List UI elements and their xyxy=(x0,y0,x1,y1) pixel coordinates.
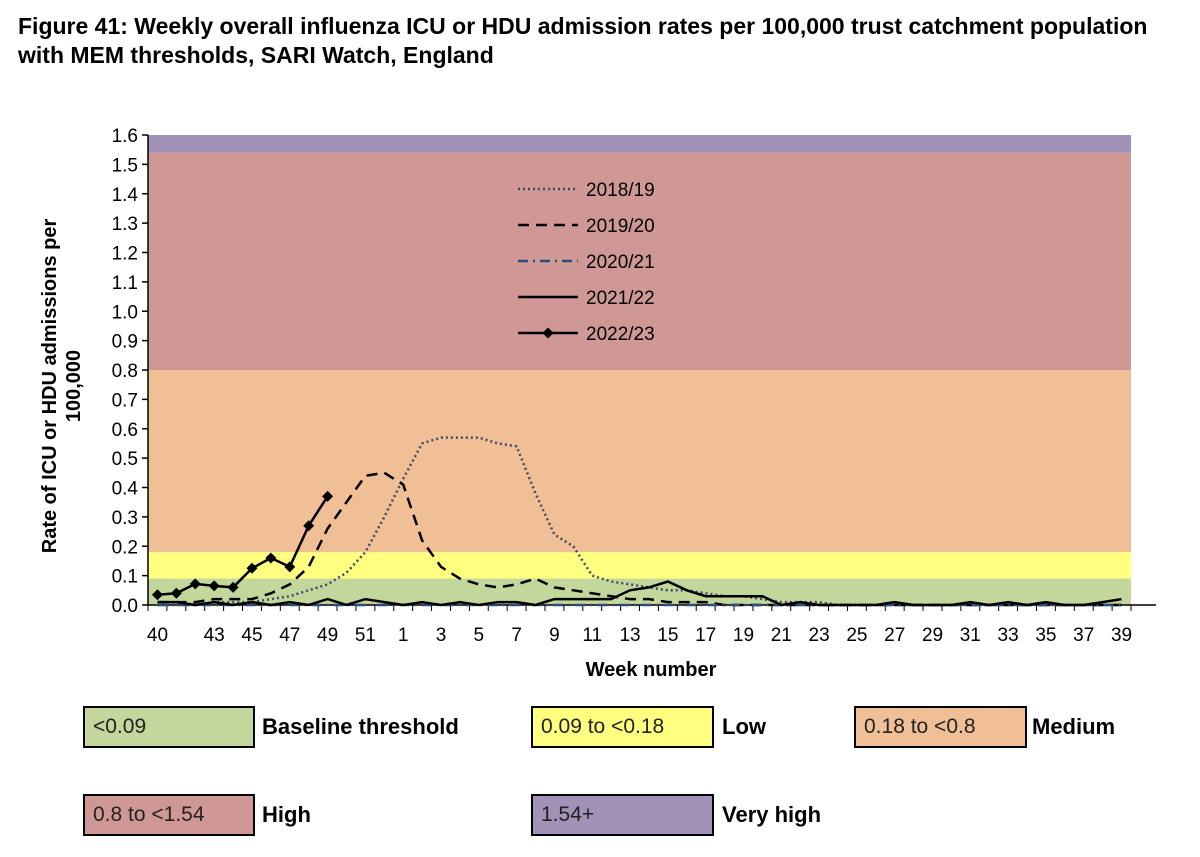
series-marker-2022-23 xyxy=(265,552,277,564)
y-tick-label: 1.3 xyxy=(112,214,138,235)
legend-label: 2022/23 xyxy=(586,324,655,345)
x-tick-label: 3 xyxy=(436,625,447,646)
y-axis-title: Rate of ICU or HDU admissions per 100,000 xyxy=(39,219,85,554)
series-marker-2022-23 xyxy=(322,490,334,502)
y-tick-label: 0.8 xyxy=(112,361,138,382)
x-tick-label: 13 xyxy=(619,625,640,646)
x-axis-title: Week number xyxy=(586,659,717,681)
x-tick-label: 17 xyxy=(695,625,716,646)
y-tick-label: 0.5 xyxy=(112,449,138,470)
y-tick-label: 0.6 xyxy=(112,420,138,441)
x-tick-label: 1 xyxy=(398,625,409,646)
threshold-key-box-0: <0.09 xyxy=(83,706,255,748)
threshold-band-3 xyxy=(148,152,1131,370)
x-tick-label: 21 xyxy=(771,625,792,646)
page-title: Figure 41: Weekly overall influenza ICU … xyxy=(18,13,1148,68)
x-tick-label: 7 xyxy=(511,625,522,646)
series-marker-2022-23 xyxy=(284,561,296,573)
y-tick-label: 1.5 xyxy=(112,155,138,176)
threshold-key-box-2: 0.18 to <0.8 xyxy=(854,706,1027,748)
chart-axes: 0.0 0.1 0.2 0.3 0.4 0.5 0.6 0.7 0.8 0.9 1.0 1.1 1.2 1… xyxy=(112,126,1156,646)
threshold-key-label-2: Medium xyxy=(1032,714,1116,739)
series-marker-2022-23 xyxy=(246,562,258,574)
legend-label: 2019/20 xyxy=(586,216,655,237)
y-tick-label: 1.0 xyxy=(112,302,138,323)
y-tick-label: 1.1 xyxy=(112,273,138,294)
x-tick-label: 9 xyxy=(549,625,560,646)
threshold-band-2 xyxy=(148,370,1131,553)
series-line-2022-23 xyxy=(157,495,329,596)
x-tick-label: 23 xyxy=(809,625,830,646)
y-tick-label: 0.2 xyxy=(112,537,138,558)
x-tick-label: 43 xyxy=(204,625,225,646)
threshold-key-label-0: Baseline threshold xyxy=(262,714,459,739)
legend-label: 2020/21 xyxy=(586,252,655,273)
x-tick-label: 39 xyxy=(1111,625,1132,646)
chart-legend: 2018/19 2019/20 2020/21 2021/22 2022/23 xyxy=(518,180,655,345)
series-line-2021-22 xyxy=(157,580,1122,607)
x-tick-label: 19 xyxy=(733,625,754,646)
x-tick-label: 47 xyxy=(279,625,300,646)
threshold-key-box-3: 0.8 to <1.54 xyxy=(83,794,255,836)
series-marker-2022-23 xyxy=(227,581,239,593)
x-tick-label: 33 xyxy=(998,625,1019,646)
x-tick-label: 27 xyxy=(884,625,905,646)
threshold-band-0 xyxy=(148,578,1131,605)
threshold-key-label-1: Low xyxy=(722,714,766,739)
y-tick-label: 0.1 xyxy=(112,567,138,588)
series-marker-2022-23 xyxy=(303,520,315,532)
y-tick-label: 0.3 xyxy=(112,508,138,529)
x-tick-label: 5 xyxy=(474,625,485,646)
x-tick-label: 37 xyxy=(1073,625,1094,646)
x-tick-label: 49 xyxy=(317,625,338,646)
y-axis-title-line2: 100,000 xyxy=(63,350,85,422)
y-tick-label: 1.4 xyxy=(112,185,139,206)
x-tick-label: 25 xyxy=(846,625,867,646)
y-tick-label: 0.7 xyxy=(112,390,138,411)
threshold-key-label-3: High xyxy=(262,802,311,827)
threshold-bands xyxy=(148,135,1131,605)
series-line-2018-19 xyxy=(157,436,1122,607)
series-marker-2022-23 xyxy=(151,589,163,601)
x-tick-label: 35 xyxy=(1035,625,1056,646)
x-tick-label: 45 xyxy=(241,625,262,646)
y-tick-label: 1.2 xyxy=(112,244,138,265)
legend-label: 2021/22 xyxy=(586,288,655,309)
threshold-key-label-4: Very high xyxy=(722,802,822,827)
y-tick-label: 0.4 xyxy=(112,479,139,500)
threshold-key-box-4: 1.54+ xyxy=(531,794,714,836)
series-line-2019-20 xyxy=(157,471,1122,607)
x-tick-label: 29 xyxy=(922,625,943,646)
series-marker-2022-23 xyxy=(170,587,182,599)
legend-label: 2018/19 xyxy=(586,180,655,201)
x-tick-label: 51 xyxy=(355,625,376,646)
y-tick-label: 0.0 xyxy=(112,596,138,617)
series-marker-2022-23 xyxy=(208,580,220,592)
series-lines xyxy=(151,436,1122,607)
x-tick-label: 31 xyxy=(960,625,981,646)
legend-marker xyxy=(542,327,554,339)
threshold-band-1 xyxy=(148,552,1131,579)
threshold-key-box-1: 0.09 to <0.18 xyxy=(531,706,714,748)
x-tick-label: 40 xyxy=(147,625,168,646)
y-tick-label: 1.6 xyxy=(112,126,138,147)
y-tick-label: 0.9 xyxy=(112,332,138,353)
x-tick-label: 11 xyxy=(582,625,602,646)
y-axis-title-line1: Rate of ICU or HDU admissions per xyxy=(39,219,61,554)
threshold-band-4 xyxy=(148,135,1131,153)
series-marker-2022-23 xyxy=(189,578,201,590)
x-tick-label: 15 xyxy=(657,625,678,646)
